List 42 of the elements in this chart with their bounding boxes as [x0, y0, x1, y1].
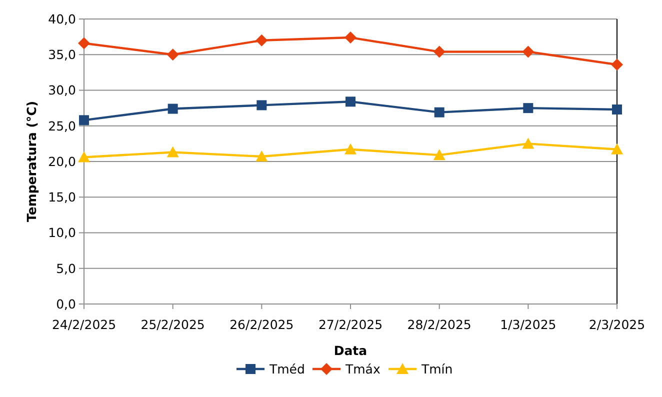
point	[522, 46, 534, 58]
point	[611, 143, 623, 154]
x-axis-title: Data	[334, 343, 368, 358]
point	[344, 32, 356, 44]
point	[166, 146, 179, 158]
point	[168, 104, 178, 114]
y-axis-title: Temperatura (°C)	[24, 100, 39, 222]
point	[79, 115, 89, 126]
y-tick-label: 35,0	[48, 47, 76, 62]
legend-label: Tméd	[268, 361, 305, 376]
point	[256, 34, 268, 46]
x-tick-label: 28/2/2025	[407, 317, 472, 332]
x-tick-label: 2/3/2025	[588, 317, 646, 332]
point	[433, 149, 446, 160]
point	[346, 96, 356, 107]
y-tick-label: 30,0	[48, 82, 76, 98]
point	[433, 46, 446, 58]
point	[522, 138, 534, 149]
y-tick-label: 0,0	[56, 296, 76, 312]
y-tick-label: 10,0	[48, 225, 76, 240]
point	[523, 103, 534, 114]
y-tick-label: 15,0	[48, 190, 76, 204]
point	[78, 37, 90, 50]
x-tick-label: 1/3/2025	[500, 317, 556, 332]
point	[612, 104, 622, 114]
legend-label: Tmín	[420, 361, 453, 376]
point	[344, 143, 356, 154]
y-tick-label: 25,0	[48, 118, 76, 134]
point	[434, 107, 444, 118]
x-tick-label: 25/2/2025	[140, 317, 205, 332]
point	[256, 100, 267, 110]
point	[78, 151, 90, 162]
y-tick-label: 5,0	[56, 260, 76, 276]
x-tick-label: 26/2/2025	[230, 317, 294, 332]
y-tick-label: 20,0	[48, 154, 76, 169]
legend-label: Tmáx	[344, 361, 380, 376]
y-tick-label: 40,0	[48, 11, 76, 26]
x-tick-label: 24/2/2025	[52, 317, 116, 332]
point	[611, 58, 623, 71]
point	[166, 48, 179, 61]
x-tick-label: 27/2/2025	[318, 317, 383, 332]
point	[256, 150, 268, 162]
